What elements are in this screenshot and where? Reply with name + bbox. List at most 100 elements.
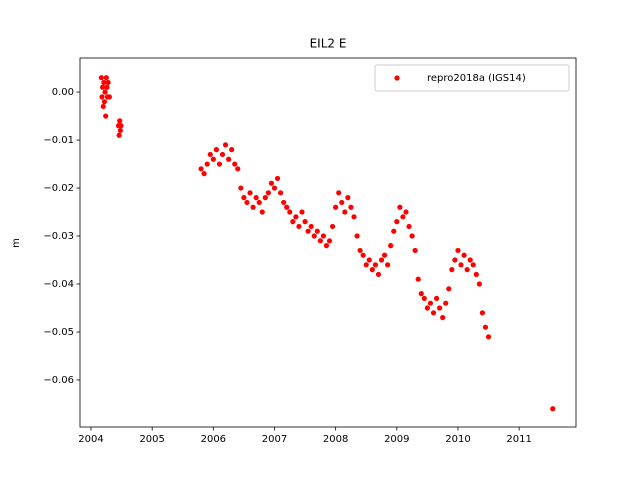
data-point xyxy=(235,166,241,172)
data-point xyxy=(473,271,479,278)
data-point xyxy=(409,233,415,239)
data-point xyxy=(118,123,124,129)
data-point xyxy=(323,243,330,249)
chart-title: EIL2 E xyxy=(310,37,347,51)
data-point xyxy=(449,267,455,273)
x-tick-label: 2010 xyxy=(445,434,470,445)
x-tick-label: 2011 xyxy=(506,434,531,445)
data-point xyxy=(259,209,265,215)
data-point xyxy=(100,84,106,90)
data-point xyxy=(394,219,400,225)
data-point xyxy=(290,219,296,225)
data-point xyxy=(101,99,108,105)
data-point xyxy=(293,214,299,220)
data-point xyxy=(284,204,290,210)
data-point xyxy=(250,204,256,210)
data-point xyxy=(287,209,293,215)
data-point xyxy=(446,286,452,292)
data-point xyxy=(314,228,320,234)
plot-frame xyxy=(79,57,577,428)
y-tick-label: −0.05 xyxy=(43,327,74,338)
data-point xyxy=(412,247,418,254)
data-point xyxy=(329,223,336,230)
legend-label: repro2018a (IGS14) xyxy=(427,73,526,84)
data-point xyxy=(102,89,108,95)
y-tick-label: −0.04 xyxy=(43,279,74,290)
data-point xyxy=(299,209,305,215)
data-point xyxy=(452,257,458,263)
data-point xyxy=(351,214,357,220)
x-tick-label: 2004 xyxy=(78,434,103,445)
data-point xyxy=(326,238,333,244)
data-point xyxy=(103,75,109,81)
data-point xyxy=(226,156,232,162)
data-point xyxy=(103,113,109,119)
data-point xyxy=(232,161,238,167)
data-point xyxy=(357,247,363,254)
x-tick-label: 2005 xyxy=(139,434,164,445)
data-point xyxy=(403,209,409,215)
data-point xyxy=(105,79,111,86)
data-point xyxy=(296,223,302,230)
data-point xyxy=(268,180,275,186)
data-point xyxy=(455,247,461,254)
data-point xyxy=(476,281,482,287)
data-point xyxy=(99,94,105,100)
data-point xyxy=(305,228,311,234)
data-point xyxy=(381,252,388,258)
data-point xyxy=(207,151,213,158)
y-tick-label: −0.03 xyxy=(43,231,74,242)
data-point xyxy=(256,199,262,206)
data-point xyxy=(479,310,486,316)
data-point xyxy=(360,252,366,258)
data-point xyxy=(101,79,107,86)
data-point xyxy=(117,118,123,124)
data-point xyxy=(317,238,323,244)
data-point xyxy=(485,334,492,340)
y-tick-label: 0.00 xyxy=(52,87,74,98)
data-point xyxy=(216,161,223,167)
data-point xyxy=(117,127,123,134)
data-point xyxy=(372,262,378,268)
data-point xyxy=(241,195,247,201)
data-point xyxy=(437,305,443,311)
data-point xyxy=(363,262,369,268)
data-point xyxy=(433,295,440,302)
data-point xyxy=(366,257,372,263)
data-point xyxy=(244,199,250,206)
data-point xyxy=(98,75,105,81)
data-point xyxy=(308,223,314,230)
data-point xyxy=(424,305,430,311)
data-point xyxy=(116,132,122,138)
data-point xyxy=(204,161,210,167)
data-point xyxy=(238,185,244,191)
data-point xyxy=(219,151,226,158)
data-point xyxy=(106,94,112,100)
data-point xyxy=(391,228,397,234)
data-point xyxy=(430,310,437,316)
data-point xyxy=(482,324,489,330)
data-point xyxy=(104,84,110,90)
data-point xyxy=(229,147,235,153)
data-point xyxy=(470,262,476,268)
data-point xyxy=(421,295,427,302)
data-point xyxy=(400,214,406,220)
x-tick-label: 2006 xyxy=(201,434,226,445)
data-point xyxy=(302,219,308,225)
data-point xyxy=(333,204,339,210)
x-tick-label: 2009 xyxy=(384,434,409,445)
data-point xyxy=(339,199,345,206)
data-point xyxy=(262,195,268,201)
data-point xyxy=(342,209,348,215)
y-axis-label: m xyxy=(11,238,22,248)
y-tick-label: −0.01 xyxy=(43,135,74,146)
data-point xyxy=(418,291,424,297)
data-point xyxy=(247,190,253,196)
data-point xyxy=(348,204,354,210)
data-point xyxy=(201,171,207,177)
data-point xyxy=(222,142,229,148)
data-point xyxy=(415,276,421,282)
data-point xyxy=(213,147,219,153)
data-point xyxy=(345,195,351,201)
data-point xyxy=(427,300,434,306)
